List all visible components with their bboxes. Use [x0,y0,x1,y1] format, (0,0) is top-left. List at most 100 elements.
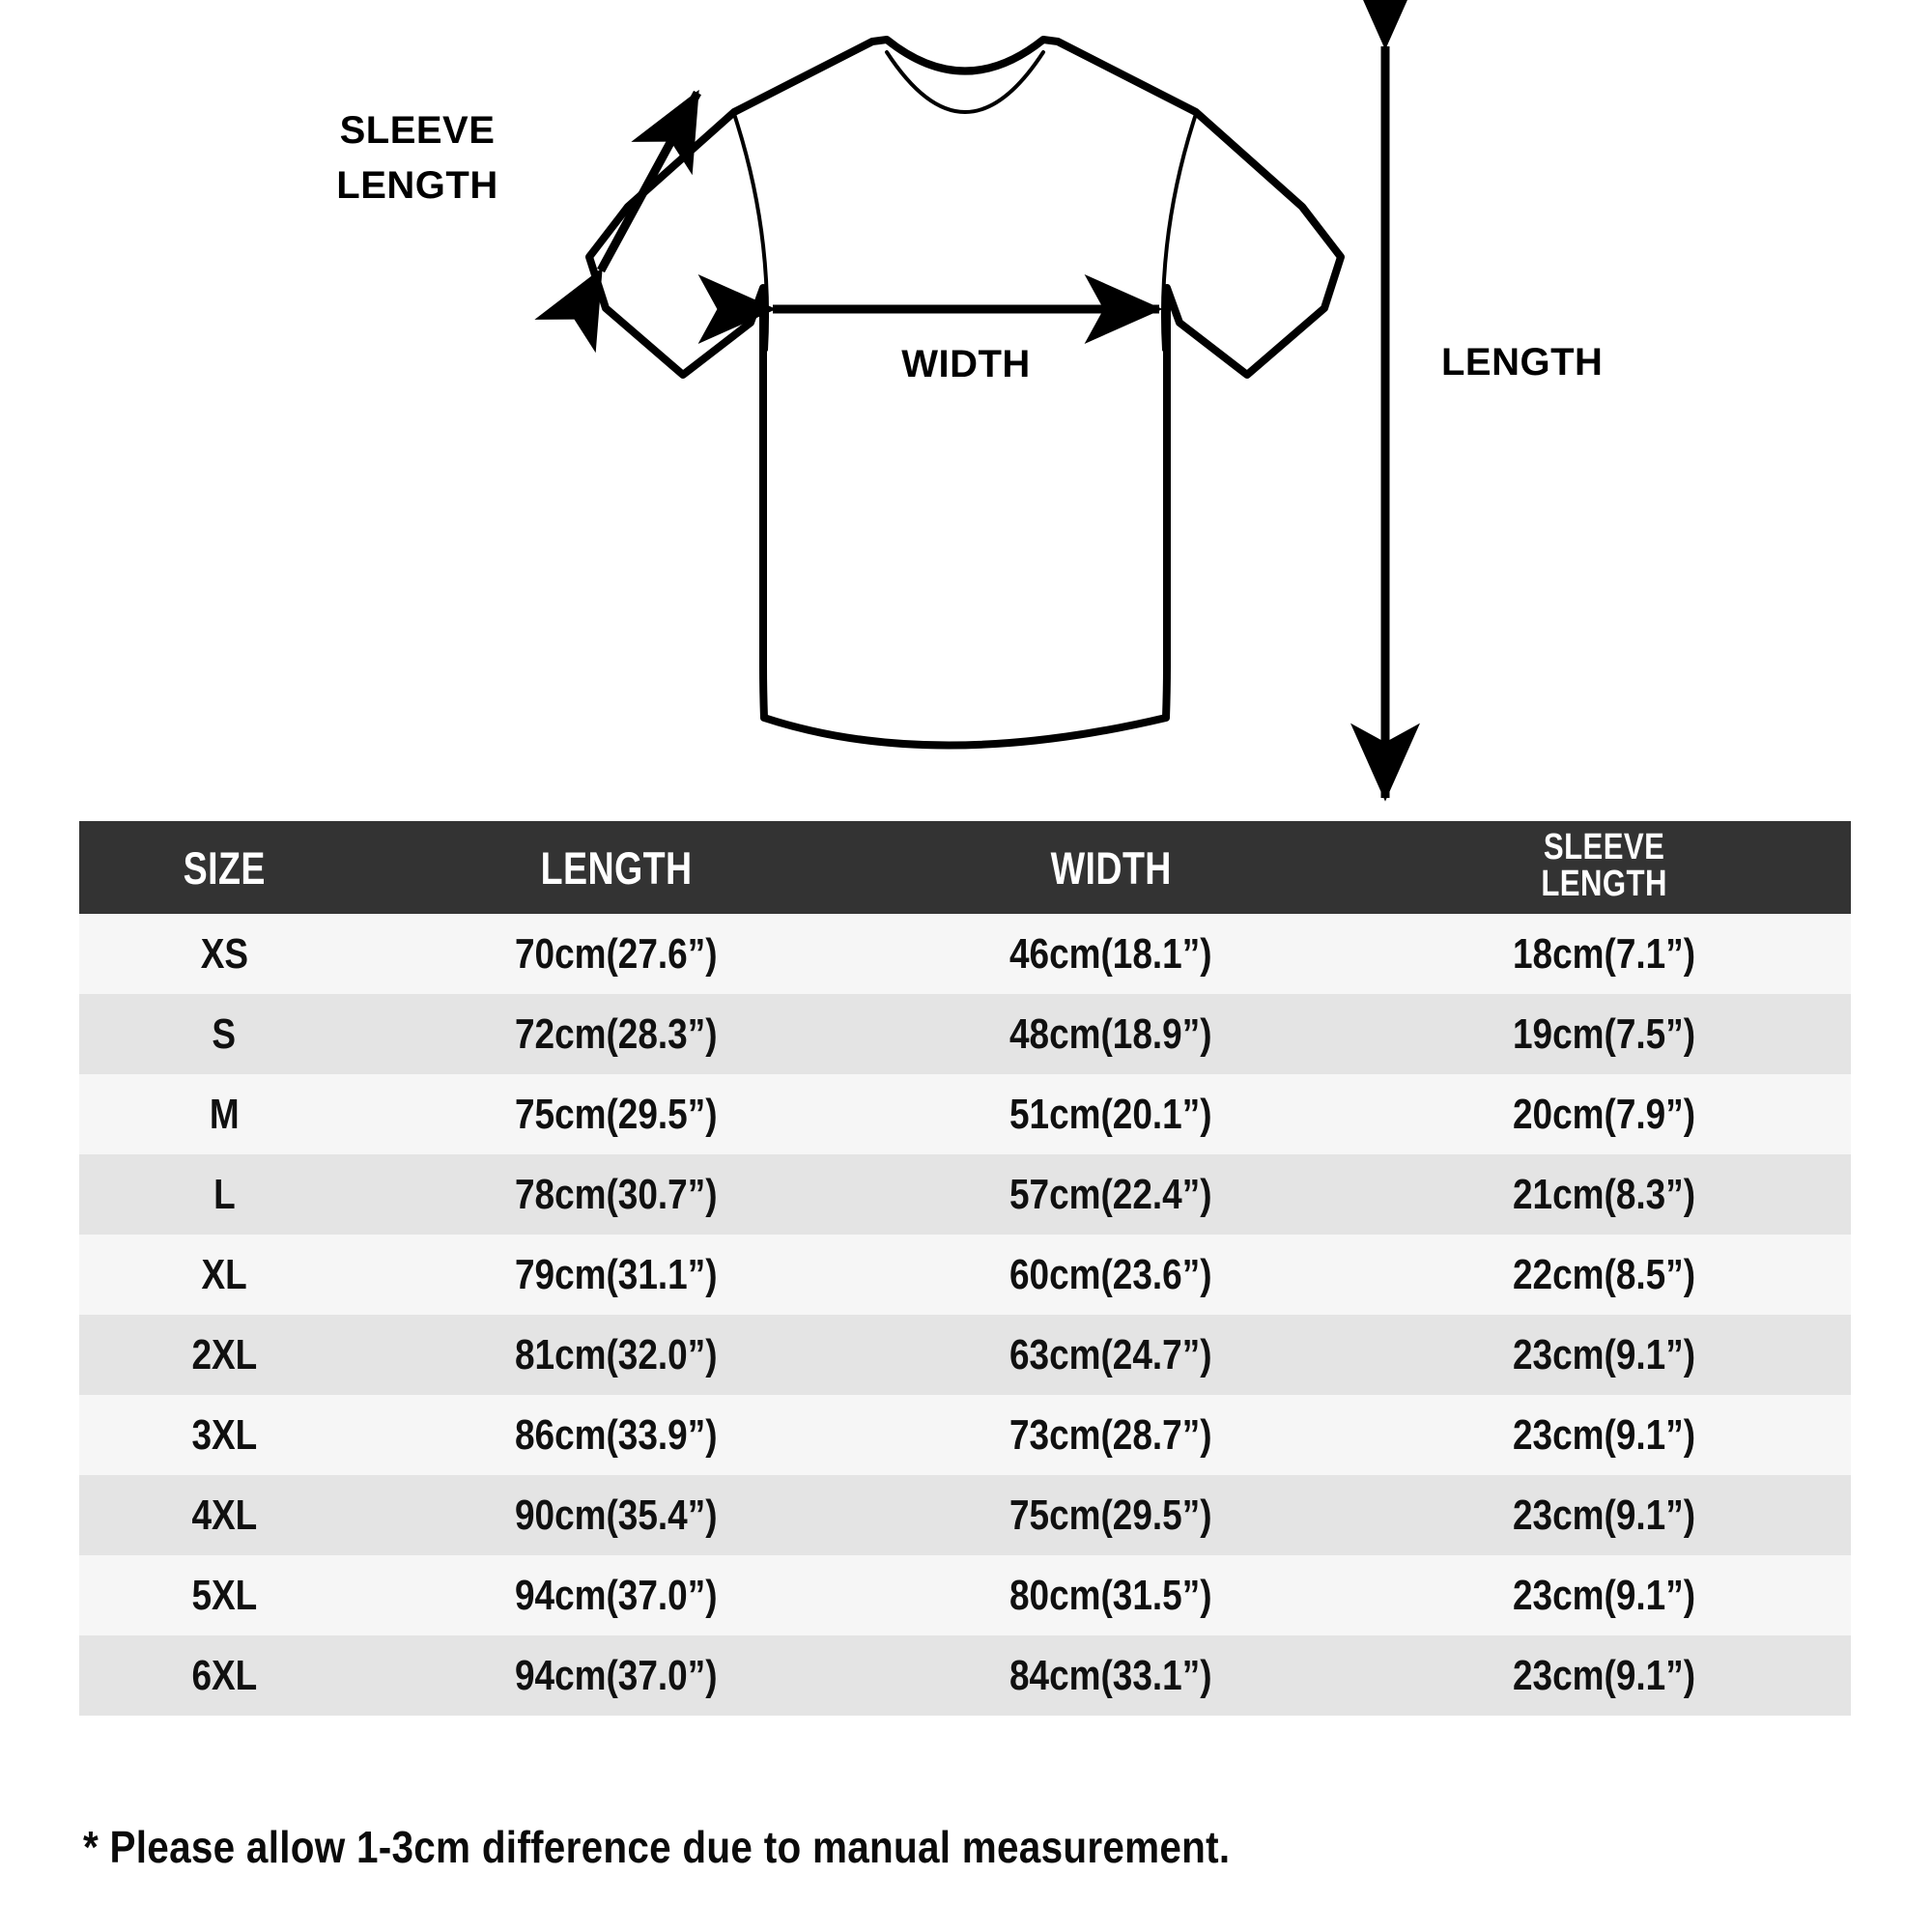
cell-width-value: 75cm(29.5”) [1009,1491,1212,1539]
cell-width-value: 63cm(24.7”) [1009,1330,1212,1378]
table-body: XS 70cm(27.6”) 46cm(18.1”) 18cm(7.1”) S 72cm(… [79,914,1851,1716]
cell-size: S [79,994,369,1074]
cell-length: 94cm(37.0”) [369,1635,864,1716]
cell-size-value: 4XL [191,1491,257,1539]
cell-length: 72cm(28.3”) [369,994,864,1074]
cell-size: L [79,1154,369,1235]
table-row: 6XL 94cm(37.0”) 84cm(33.1”) 23cm(9.1”) [79,1635,1851,1716]
cell-size-value: M [209,1090,240,1138]
measurement-disclaimer: * Please allow 1-3cm difference due to m… [83,1822,1231,1872]
cell-length-value: 75cm(29.5”) [515,1090,718,1138]
cell-sleeve-value: 23cm(9.1”) [1513,1651,1696,1699]
table-row: L 78cm(30.7”) 57cm(22.4”) 21cm(8.3”) [79,1154,1851,1235]
cell-size-value: 6XL [191,1651,257,1699]
sleeve-length-label-line1: SLEEVE [340,109,496,152]
column-header-width: WIDTH [864,821,1358,914]
cell-sleeve: 23cm(9.1”) [1358,1315,1851,1395]
cell-sleeve: 18cm(7.1”) [1358,914,1851,994]
cell-size: XS [79,914,369,994]
cell-length: 78cm(30.7”) [369,1154,864,1235]
cell-length-value: 90cm(35.4”) [515,1491,718,1539]
cell-width-value: 51cm(20.1”) [1009,1090,1212,1138]
cell-width-value: 57cm(22.4”) [1009,1170,1212,1218]
cell-width-value: 46cm(18.1”) [1009,929,1212,978]
cell-length-value: 86cm(33.9”) [515,1410,718,1459]
cell-width: 73cm(28.7”) [864,1395,1358,1475]
cell-width-value: 73cm(28.7”) [1009,1410,1212,1459]
column-header-length-label: LENGTH [540,841,693,894]
cell-length: 90cm(35.4”) [369,1475,864,1555]
cell-sleeve-value: 19cm(7.5”) [1513,1009,1696,1058]
column-header-sleeve-line2: LENGTH [1541,864,1668,905]
cell-size-value: 3XL [191,1410,257,1459]
cell-size-value: 5XL [191,1571,257,1619]
cell-size-value: XS [200,929,248,978]
cell-sleeve: 22cm(8.5”) [1358,1235,1851,1315]
size-chart-table: SIZE LENGTH WIDTH SLEEVE LENGTH XS 70cm(27… [79,821,1851,1716]
cell-sleeve-value: 18cm(7.1”) [1513,929,1696,978]
sleeve-length-arrow [534,89,701,354]
cell-sleeve: 23cm(9.1”) [1358,1555,1851,1635]
cell-size: 5XL [79,1555,369,1635]
cell-size: 6XL [79,1635,369,1716]
cell-size: 3XL [79,1395,369,1475]
cell-length-value: 72cm(28.3”) [515,1009,718,1058]
cell-sleeve: 23cm(9.1”) [1358,1475,1851,1555]
cell-sleeve: 23cm(9.1”) [1358,1635,1851,1716]
cell-sleeve-value: 23cm(9.1”) [1513,1410,1696,1459]
cell-length: 81cm(32.0”) [369,1315,864,1395]
cell-size-value: 2XL [191,1330,257,1378]
table-row: XL 79cm(31.1”) 60cm(23.6”) 22cm(8.5”) [79,1235,1851,1315]
cell-width: 60cm(23.6”) [864,1235,1358,1315]
table-header: SIZE LENGTH WIDTH SLEEVE LENGTH [79,821,1851,914]
cell-length: 79cm(31.1”) [369,1235,864,1315]
cell-size-value: XL [201,1250,247,1298]
cell-width-value: 80cm(31.5”) [1009,1571,1212,1619]
cell-width-value: 48cm(18.9”) [1009,1009,1212,1058]
cell-length: 70cm(27.6”) [369,914,864,994]
column-header-length: LENGTH [369,821,864,914]
sleeve-length-label-line2: LENGTH [336,164,497,207]
collar-inner-line [885,50,1045,114]
cell-size: 2XL [79,1315,369,1395]
table-row: 3XL 86cm(33.9”) 73cm(28.7”) 23cm(9.1”) [79,1395,1851,1475]
cell-sleeve-value: 23cm(9.1”) [1513,1491,1696,1539]
column-header-size-label: SIZE [183,841,266,894]
tshirt-measurement-diagram: SLEEVE LENGTH WIDTH LENGTH [0,0,1932,811]
cell-sleeve-value: 20cm(7.9”) [1513,1090,1696,1138]
cell-width: 80cm(31.5”) [864,1555,1358,1635]
cell-length: 75cm(29.5”) [369,1074,864,1154]
table-row: 5XL 94cm(37.0”) 80cm(31.5”) 23cm(9.1”) [79,1555,1851,1635]
length-label: LENGTH [1441,341,1603,384]
cell-width-value: 84cm(33.1”) [1009,1651,1212,1699]
cell-size: XL [79,1235,369,1315]
cell-sleeve-value: 21cm(8.3”) [1513,1170,1696,1218]
cell-sleeve: 23cm(9.1”) [1358,1395,1851,1475]
column-header-width-label: WIDTH [1050,841,1172,894]
cell-length-value: 70cm(27.6”) [515,929,718,978]
cell-size-value: L [213,1170,236,1218]
cell-length-value: 81cm(32.0”) [515,1330,718,1378]
cell-width-value: 60cm(23.6”) [1009,1250,1212,1298]
cell-length-value: 79cm(31.1”) [515,1250,718,1298]
table-row: S 72cm(28.3”) 48cm(18.9”) 19cm(7.5”) [79,994,1851,1074]
column-header-size: SIZE [79,821,369,914]
width-label: WIDTH [901,343,1031,385]
table-row: 4XL 90cm(35.4”) 75cm(29.5”) 23cm(9.1”) [79,1475,1851,1555]
column-header-sleeve-length: SLEEVE LENGTH [1358,821,1851,914]
cell-length-value: 94cm(37.0”) [515,1571,718,1619]
cell-length: 94cm(37.0”) [369,1555,864,1635]
cell-sleeve-value: 23cm(9.1”) [1513,1571,1696,1619]
table-row: XS 70cm(27.6”) 46cm(18.1”) 18cm(7.1”) [79,914,1851,994]
column-header-sleeve-line1: SLEEVE [1544,826,1665,867]
cell-sleeve-value: 23cm(9.1”) [1513,1330,1696,1378]
cell-width: 63cm(24.7”) [864,1315,1358,1395]
cell-width: 57cm(22.4”) [864,1154,1358,1235]
cell-sleeve: 20cm(7.9”) [1358,1074,1851,1154]
cell-length: 86cm(33.9”) [369,1395,864,1475]
cell-length-value: 78cm(30.7”) [515,1170,718,1218]
table-row: 2XL 81cm(32.0”) 63cm(24.7”) 23cm(9.1”) [79,1315,1851,1395]
cell-length-value: 94cm(37.0”) [515,1651,718,1699]
cell-size: M [79,1074,369,1154]
